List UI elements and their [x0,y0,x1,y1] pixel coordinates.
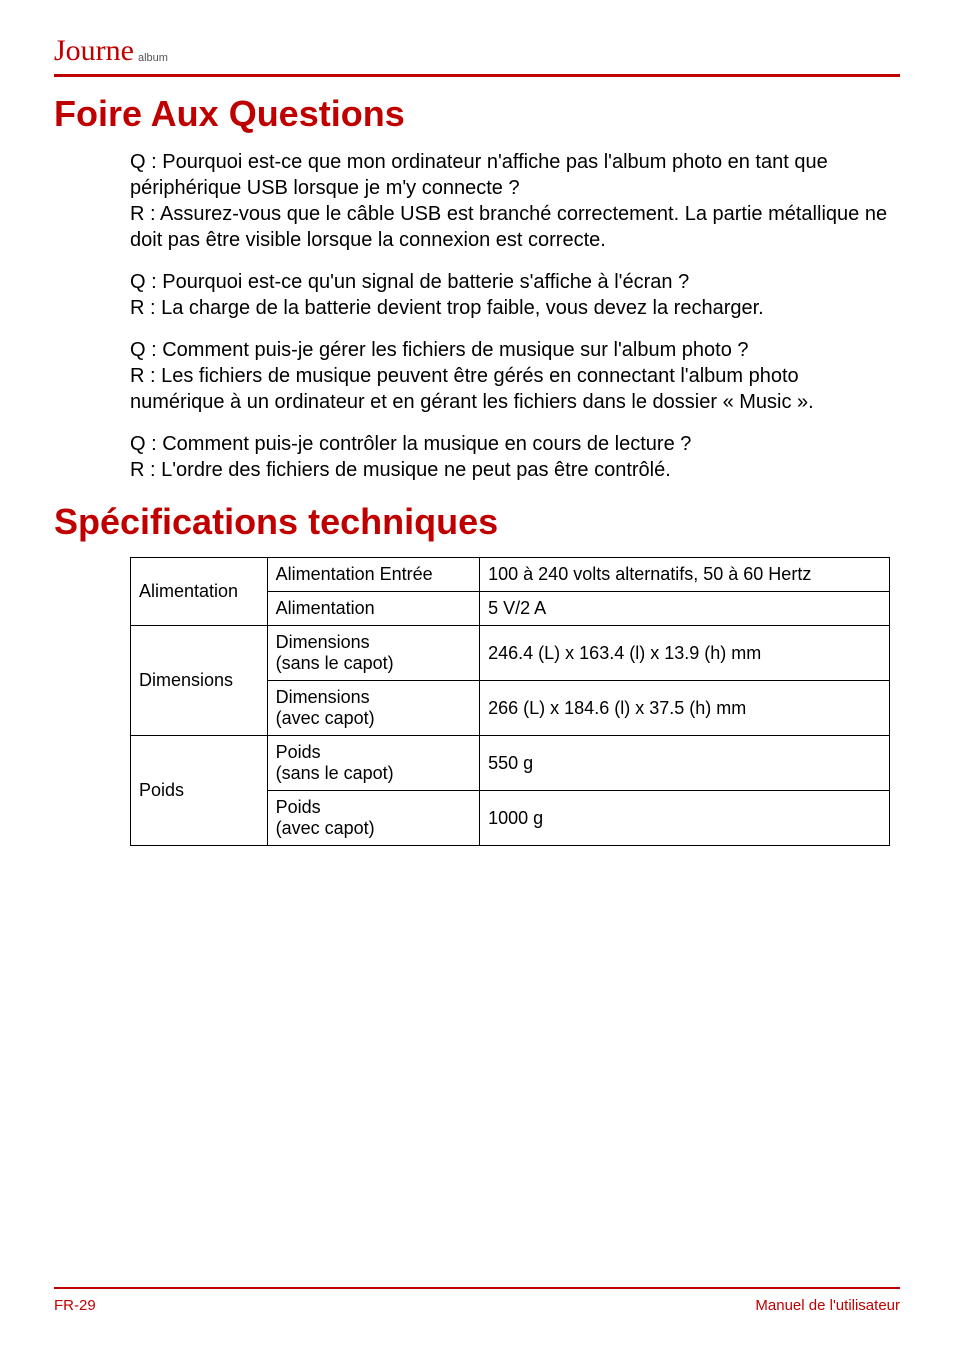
spec-label: Dimensions [276,632,472,653]
spec-label: Alimentation Entrée [276,564,472,585]
faq-title: Foire Aux Questions [54,93,900,135]
spec-label-cell: Dimensions (avec capot) [267,681,480,736]
spec-label-sub: (sans le capot) [276,763,472,784]
spec-label-sub: (avec capot) [276,818,472,839]
faq-answer: R : L'ordre des fichiers de musique ne p… [130,457,890,483]
faq-item: Q : Pourquoi est-ce qu'un signal de batt… [130,269,890,321]
logo: Journe album [54,32,900,66]
spec-table: Alimentation Alimentation Entrée 100 à 2… [130,557,890,846]
spec-label: Poids [276,797,472,818]
spec-label-cell: Poids (sans le capot) [267,736,480,791]
faq-answer: R : La charge de la batterie devient tro… [130,295,890,321]
spec-group-cell: Dimensions [131,626,268,736]
table-row: Alimentation Alimentation Entrée 100 à 2… [131,558,890,592]
faq-question: Q : Pourquoi est-ce qu'un signal de batt… [130,269,890,295]
logo-sub: album [138,52,168,64]
spec-label-cell: Dimensions (sans le capot) [267,626,480,681]
logo-script: Journe [54,36,134,66]
spec-group-cell: Alimentation [131,558,268,626]
spec-value-cell: 1000 g [480,791,890,846]
spec-label-sub: (avec capot) [276,708,472,729]
spec-label: Alimentation [276,598,472,619]
spec-body: Alimentation Alimentation Entrée 100 à 2… [54,557,900,846]
spec-value-cell: 266 (L) x 184.6 (l) x 37.5 (h) mm [480,681,890,736]
spec-label: Poids [276,742,472,763]
spec-value-cell: 5 V/2 A [480,592,890,626]
spec-value-cell: 246.4 (L) x 163.4 (l) x 13.9 (h) mm [480,626,890,681]
faq-answer: R : Les fichiers de musique peuvent être… [130,363,890,415]
spec-label-cell: Poids (avec capot) [267,791,480,846]
footer-page-number: FR-29 [54,1297,96,1314]
faq-question: Q : Comment puis-je contrôler la musique… [130,431,890,457]
page-footer: FR-29 Manuel de l'utilisateur [54,1287,900,1314]
faq-body: Q : Pourquoi est-ce que mon ordinateur n… [54,149,900,483]
faq-answer: R : Assurez-vous que le câble USB est br… [130,201,890,253]
spec-label: Dimensions [276,687,472,708]
footer-rule [54,1287,900,1289]
spec-label-cell: Alimentation Entrée [267,558,480,592]
faq-item: Q : Comment puis-je contrôler la musique… [130,431,890,483]
spec-value-cell: 550 g [480,736,890,791]
spec-value-cell: 100 à 240 volts alternatifs, 50 à 60 Her… [480,558,890,592]
faq-item: Q : Pourquoi est-ce que mon ordinateur n… [130,149,890,253]
faq-item: Q : Comment puis-je gérer les fichiers d… [130,337,890,415]
header-rule [54,74,900,77]
spec-title: Spécifications techniques [54,501,900,543]
spec-label-sub: (sans le capot) [276,653,472,674]
faq-question: Q : Comment puis-je gérer les fichiers d… [130,337,890,363]
table-row: Dimensions Dimensions (sans le capot) 24… [131,626,890,681]
spec-label-cell: Alimentation [267,592,480,626]
spec-group-cell: Poids [131,736,268,846]
footer-manual-label: Manuel de l'utilisateur [755,1297,900,1314]
table-row: Poids Poids (sans le capot) 550 g [131,736,890,791]
faq-question: Q : Pourquoi est-ce que mon ordinateur n… [130,149,890,201]
